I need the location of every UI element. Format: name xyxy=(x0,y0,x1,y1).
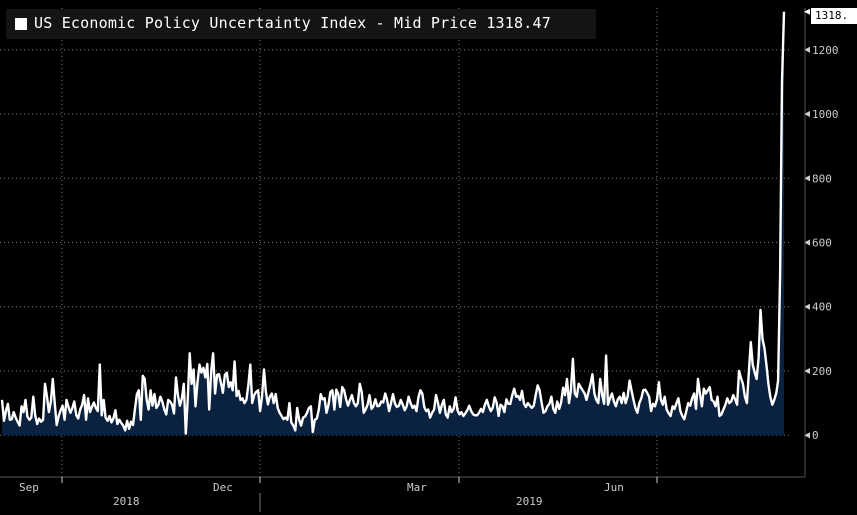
y-tick-arrow-icon xyxy=(804,46,810,53)
y-tick-label: 1000 xyxy=(812,108,839,121)
series-line xyxy=(0,11,786,435)
y-tick-arrow-icon xyxy=(804,175,810,182)
x-year-label: 2019 xyxy=(516,495,543,508)
y-tick-arrow-icon xyxy=(804,111,810,118)
x-tick-label: Sep xyxy=(19,481,39,494)
x-tick-label: Dec xyxy=(213,481,233,494)
y-tick-arrow-icon xyxy=(804,239,810,246)
last-value-tag: 1318. xyxy=(811,8,857,24)
x-year-label: 2018 xyxy=(113,495,140,508)
x-tick-label: Jun xyxy=(604,481,624,494)
y-tick-arrow-icon xyxy=(804,303,810,310)
legend-title: US Economic Policy Uncertainty Index - M… xyxy=(34,14,551,32)
y-tick-arrow-icon xyxy=(804,432,810,439)
y-tick-label: 200 xyxy=(812,365,832,378)
y-tick-label: 1200 xyxy=(812,44,839,57)
series-area xyxy=(2,11,784,436)
legend-swatch-icon xyxy=(15,18,27,30)
legend: US Economic Policy Uncertainty Index - M… xyxy=(6,9,596,39)
legend-series-name: US Economic Policy Uncertainty Index - M… xyxy=(34,14,478,32)
y-tick-label: 0 xyxy=(812,429,819,442)
x-tick-label: Mar xyxy=(407,481,427,494)
y-tick-label: 600 xyxy=(812,237,832,250)
y-tick-label: 400 xyxy=(812,301,832,314)
y-tick-arrow-icon xyxy=(804,367,810,374)
last-value-arrow-icon xyxy=(804,8,810,15)
legend-last-value: 1318.47 xyxy=(486,14,551,32)
y-tick-label: 800 xyxy=(812,172,832,185)
